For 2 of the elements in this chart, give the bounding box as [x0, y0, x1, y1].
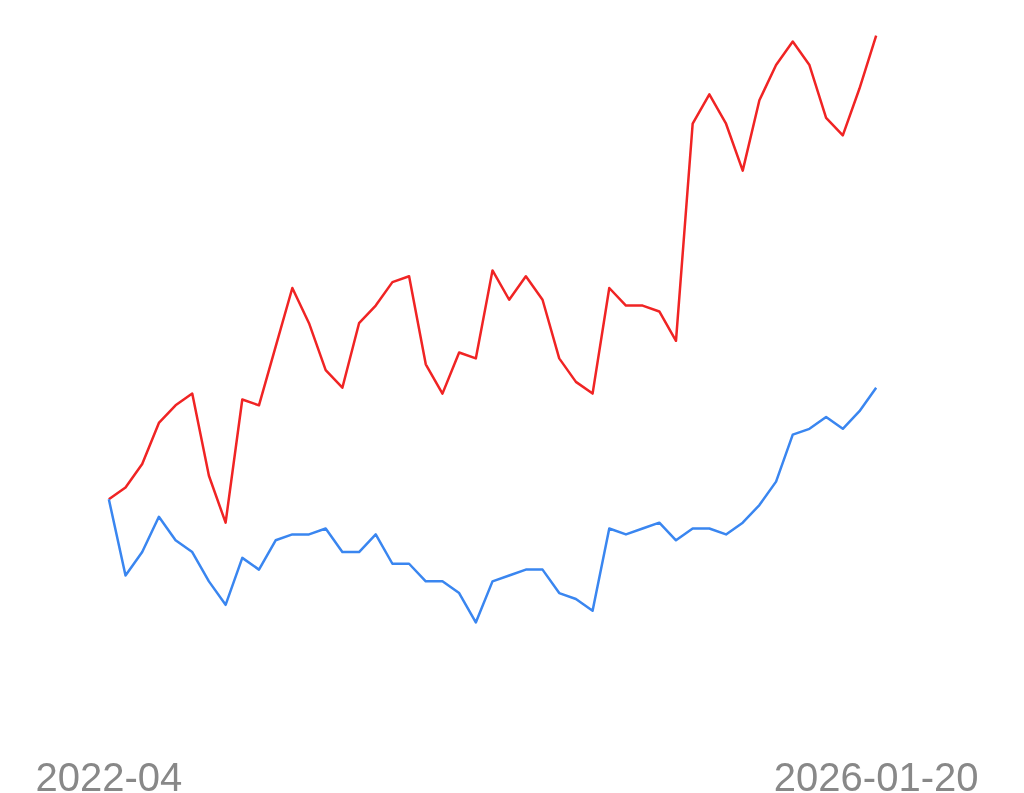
x-tick-label: 2026-01-20 [773, 754, 979, 793]
x-tick-label: 2022-04 [35, 754, 183, 793]
